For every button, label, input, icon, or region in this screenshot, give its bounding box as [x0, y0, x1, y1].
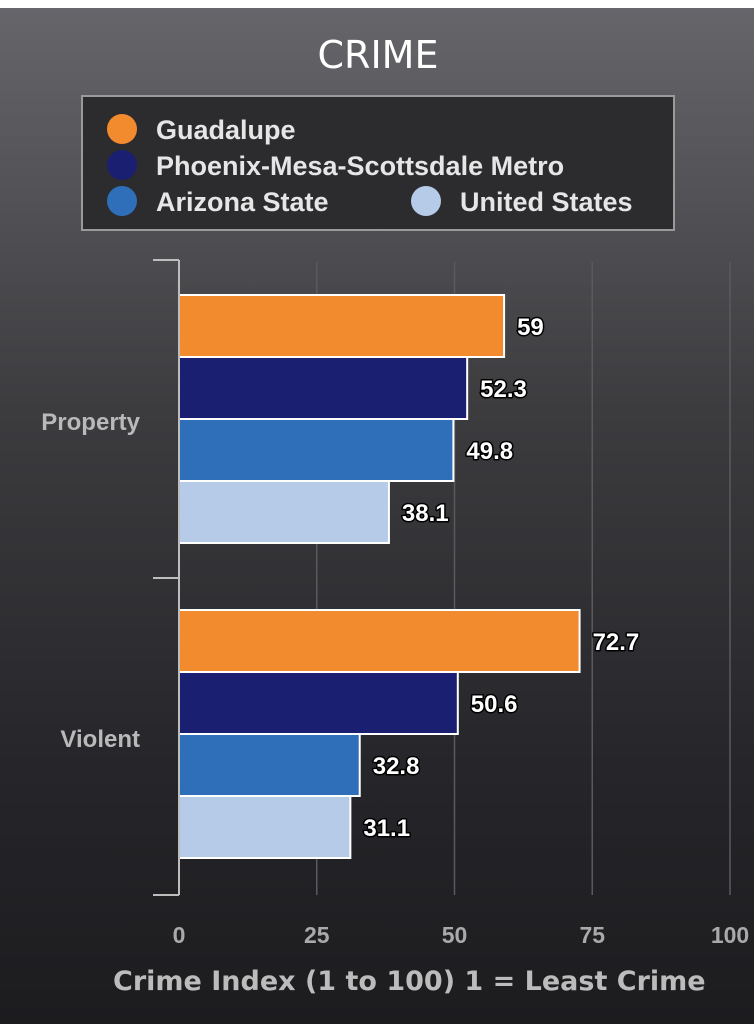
legend-marker	[107, 114, 137, 144]
bar	[178, 671, 459, 735]
bar	[178, 609, 581, 673]
bar-value-label: 52.3	[480, 376, 527, 403]
bar	[178, 294, 506, 358]
x-tick-label: 75	[579, 922, 605, 948]
top-white-strip	[0, 0, 754, 8]
bar-value-label: 31.1	[363, 815, 410, 842]
category-axis	[153, 259, 180, 896]
x-tick-label: 50	[442, 922, 468, 948]
legend-label: Arizona State	[156, 187, 329, 217]
bar-value-label: 50.6	[471, 691, 518, 718]
legend-label: Phoenix-Mesa-Scottsdale Metro	[156, 151, 564, 181]
category-label: Property	[41, 409, 140, 436]
bar-value-label: 38.1	[402, 500, 449, 527]
x-tick-label: 100	[711, 922, 749, 948]
legend-marker	[107, 150, 137, 180]
bar-value-label: 72.7	[593, 629, 640, 656]
x-tick-label: 25	[304, 922, 330, 948]
chart-title: CRIME	[318, 33, 439, 77]
bar	[178, 733, 361, 797]
legend: Guadalupe Phoenix-Mesa-Scottsdale Metro Ar…	[81, 95, 675, 231]
bar-value-label: 59	[517, 314, 544, 341]
bar	[178, 418, 455, 482]
bar-value-label: 49.8	[466, 438, 513, 465]
legend-box	[81, 95, 675, 231]
bar	[178, 480, 390, 544]
bar	[178, 356, 469, 420]
category-labels: Property Violent	[41, 409, 140, 753]
bar	[178, 795, 352, 859]
legend-label: United States	[460, 187, 633, 217]
category-label: Violent	[60, 726, 140, 753]
bars: 59 52.3 49.8 38.1 72.7 50.6 32.8 31.1	[178, 294, 641, 859]
x-tick-labels: 0 25 50 75 100	[173, 922, 750, 948]
legend-label: Guadalupe	[156, 115, 296, 145]
legend-marker	[411, 186, 441, 216]
legend-marker	[107, 186, 137, 216]
x-axis-title: Crime Index (1 to 100) 1 = Least Crime	[113, 966, 706, 997]
bar-value-label: 32.8	[373, 753, 420, 780]
x-tick-label: 0	[173, 922, 186, 948]
